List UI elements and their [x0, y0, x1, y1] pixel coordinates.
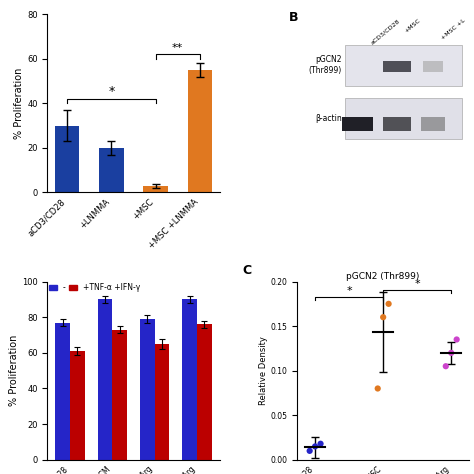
Point: [374, 385, 382, 392]
Text: C: C: [242, 264, 251, 277]
Bar: [345, 98, 462, 139]
Bar: [383, 117, 410, 131]
Point: [311, 443, 319, 450]
Point: [442, 363, 449, 370]
Text: pGCN2
(Thr899): pGCN2 (Thr899): [309, 55, 342, 75]
Point: [317, 440, 324, 447]
Point: [385, 300, 392, 308]
Point: [453, 336, 460, 343]
Text: +MSC: +MSC: [404, 18, 421, 34]
Point: [447, 349, 455, 356]
Bar: [423, 62, 444, 72]
Bar: [100, 148, 124, 192]
Text: *: *: [414, 279, 420, 289]
Bar: [383, 62, 410, 72]
Bar: [55, 126, 80, 192]
Text: +MSC +L: +MSC +L: [440, 18, 466, 41]
Text: **: **: [172, 43, 183, 53]
Bar: [197, 324, 212, 460]
Bar: [112, 330, 127, 460]
Point: [306, 447, 313, 455]
Text: B: B: [289, 10, 298, 24]
Y-axis label: Relative Density: Relative Density: [259, 336, 267, 405]
Bar: [345, 45, 462, 85]
Bar: [55, 322, 70, 460]
Title: pGCN2 (Thr899): pGCN2 (Thr899): [346, 272, 420, 281]
Bar: [140, 319, 155, 460]
Legend: -, +TNF-α +IFN-γ: -, +TNF-α +IFN-γ: [49, 283, 140, 292]
Text: aCD3/CD28: aCD3/CD28: [369, 18, 401, 45]
Bar: [182, 300, 197, 460]
Bar: [70, 351, 85, 460]
Bar: [421, 117, 445, 131]
Text: β-actin: β-actin: [315, 114, 342, 123]
Bar: [98, 300, 112, 460]
Y-axis label: % Proliferation: % Proliferation: [9, 335, 19, 406]
Bar: [155, 344, 169, 460]
Text: *: *: [346, 286, 352, 296]
Bar: [342, 117, 373, 131]
Y-axis label: % Proliferation: % Proliferation: [14, 68, 24, 139]
Point: [379, 313, 387, 321]
Bar: [188, 70, 212, 192]
Bar: [144, 186, 168, 192]
Text: *: *: [109, 85, 115, 98]
